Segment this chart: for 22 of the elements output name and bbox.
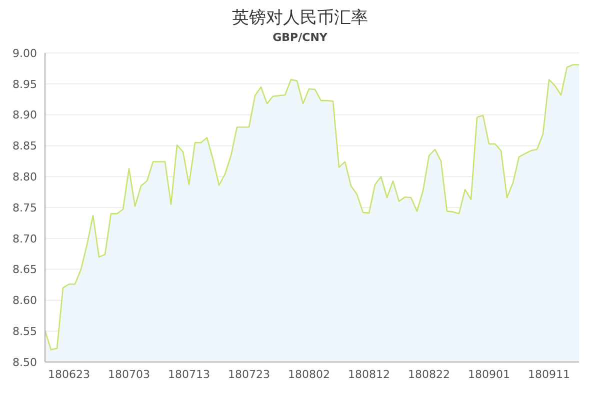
y-tick-label: 8.75 [12, 201, 37, 214]
x-tick-label: 180822 [408, 368, 450, 381]
y-tick-label: 8.95 [12, 78, 37, 91]
y-tick-label: 8.70 [12, 232, 37, 246]
x-tick-label: 180911 [528, 368, 570, 381]
y-tick-label: 8.90 [12, 108, 37, 122]
x-tick-label: 180812 [348, 368, 390, 381]
x-tick-label: 180901 [468, 368, 510, 381]
x-tick-label: 180723 [228, 368, 270, 381]
y-tick-label: 8.65 [12, 263, 37, 276]
y-tick-label: 8.85 [12, 140, 37, 153]
y-tick-label: 8.80 [12, 170, 37, 184]
chart-subtitle: GBP/CNY [272, 31, 328, 44]
y-tick-label: 9.00 [12, 46, 37, 60]
y-tick-label: 8.50 [12, 356, 37, 369]
y-tick-label: 8.60 [12, 294, 37, 308]
x-tick-label: 180623 [48, 368, 90, 381]
x-tick-label: 180713 [168, 368, 210, 381]
y-tick-label: 8.55 [12, 325, 37, 338]
x-tick-label: 180802 [288, 368, 330, 381]
chart-title: 英镑对人民币汇率 [231, 7, 369, 29]
x-tick-label: 180703 [108, 368, 150, 381]
